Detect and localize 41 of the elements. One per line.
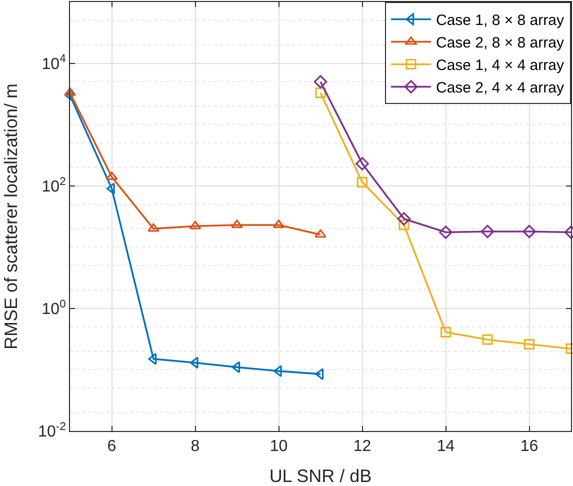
x-axis-title: UL SNR / dB bbox=[269, 466, 372, 486]
point bbox=[231, 220, 243, 228]
x-tick-label: 10 bbox=[270, 438, 288, 456]
legend-label: Case 2, 8 × 8 array bbox=[436, 34, 564, 52]
legend-label: Case 2, 4 × 4 array bbox=[436, 80, 564, 97]
point bbox=[315, 87, 326, 98]
point bbox=[314, 229, 326, 238]
point bbox=[524, 338, 535, 350]
y-axis-title: RMSE of scatterer localization/ m bbox=[1, 83, 22, 350]
point bbox=[397, 212, 411, 226]
point bbox=[398, 220, 410, 230]
x-tick-label: 14 bbox=[436, 438, 455, 456]
x-tick-label: 12 bbox=[353, 438, 372, 456]
y-tick-label: 10$^{2}$ bbox=[42, 176, 66, 196]
point bbox=[190, 356, 198, 369]
y-tick-label: 10$^{4}$ bbox=[42, 53, 66, 73]
y-tick-label: 10$^{-2}$ bbox=[38, 420, 66, 441]
point bbox=[232, 361, 240, 374]
point bbox=[439, 226, 452, 239]
point bbox=[480, 224, 494, 238]
point bbox=[315, 368, 324, 380]
point bbox=[314, 75, 328, 88]
point bbox=[64, 89, 74, 102]
x-tick-label: 8 bbox=[190, 438, 200, 456]
point bbox=[106, 182, 115, 195]
x-tick-label: 16 bbox=[520, 438, 538, 456]
legend-label: Case 1, 8 × 8 array bbox=[436, 12, 564, 30]
point bbox=[148, 352, 157, 365]
point bbox=[356, 176, 368, 188]
point bbox=[64, 87, 76, 96]
legend-label: Case 1, 4 × 4 array bbox=[436, 57, 564, 74]
y-tick-label: 10$^{0}$ bbox=[42, 298, 66, 318]
x-tick-label: 6 bbox=[107, 438, 116, 456]
point bbox=[189, 220, 202, 230]
point bbox=[482, 334, 493, 345]
point bbox=[272, 220, 285, 228]
point bbox=[273, 365, 282, 378]
point bbox=[522, 224, 536, 238]
point bbox=[148, 223, 160, 232]
point bbox=[440, 326, 452, 338]
point bbox=[356, 157, 369, 170]
